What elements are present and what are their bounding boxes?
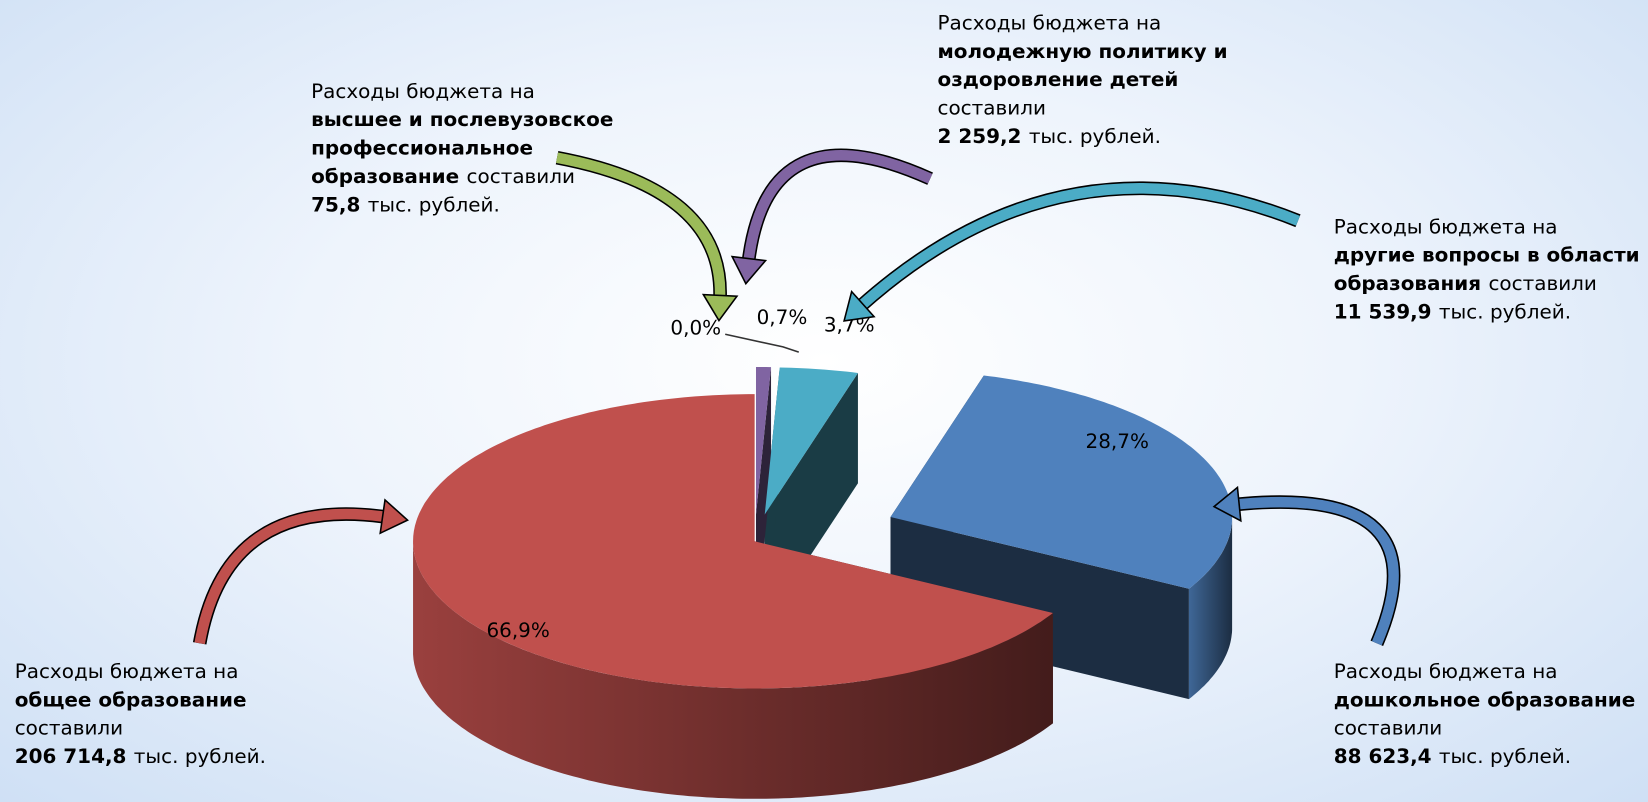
callout-text: тыс. рублей. — [134, 744, 266, 768]
arrow — [743, 150, 933, 264]
callout-line: Расходы бюджета на — [1334, 659, 1558, 683]
callout-bold: другие вопросы в области — [1334, 243, 1640, 267]
value-label: 28,7% — [1086, 429, 1149, 453]
leader-line — [725, 333, 800, 353]
callout-line: 2 259,2 тыс. рублей. — [938, 124, 1161, 148]
callout-bold: 2 259,2 — [938, 124, 1022, 148]
arrow — [556, 152, 726, 300]
callout-text: тыс. рублей. — [1029, 124, 1161, 148]
callout-line: составили — [15, 716, 123, 740]
callout-line: образование составили — [311, 164, 575, 188]
callout-line: молодежную политику и — [938, 39, 1228, 63]
callout-bold: 75,8 — [311, 192, 360, 216]
slice-side — [1188, 517, 1233, 700]
callout-bold: 206 714,8 — [15, 744, 127, 768]
value-label: 66,9% — [486, 618, 549, 642]
arrow-head — [730, 255, 768, 286]
arrow-outline — [855, 181, 1301, 313]
callout-bold: 11 539,9 — [1334, 299, 1432, 323]
callout-line: составили — [1334, 716, 1442, 740]
slice — [890, 375, 1233, 589]
callout-line: дошкольное образование — [1334, 687, 1636, 711]
callout-bold: профессиональное — [311, 136, 533, 160]
callout-bold: образование — [311, 164, 459, 188]
callout-bold: молодежную политику и — [938, 39, 1228, 63]
callout-text: составили — [1334, 716, 1442, 740]
value-label: 0,0% — [670, 316, 721, 340]
callout-bold: высшее и послевузовское — [311, 107, 613, 131]
callout-text: Расходы бюджета на — [1334, 659, 1558, 683]
slice-side — [413, 541, 1053, 799]
arrow — [194, 508, 388, 645]
callout-line: Расходы бюджета на — [15, 659, 239, 683]
callout-bold: образования — [1334, 271, 1481, 295]
callout-bold: 88 623,4 — [1334, 744, 1432, 768]
slice-inner-side — [890, 517, 1189, 700]
callout-text: составили — [1488, 271, 1596, 295]
callout-text: Расходы бюджета на — [311, 79, 535, 103]
value-label: 0,7% — [757, 305, 808, 329]
callout-line: оздоровление детей — [938, 67, 1179, 91]
callout-text: составили — [467, 164, 575, 188]
arrow-head — [843, 289, 876, 322]
arrow-head — [1212, 485, 1242, 523]
callout-text: составили — [15, 716, 123, 740]
callout-bold: общее образование — [15, 687, 247, 711]
callout-line: 11 539,9 тыс. рублей. — [1334, 299, 1571, 323]
slice — [764, 367, 858, 515]
callout-text: Расходы бюджета на — [938, 10, 1162, 34]
callout-line: общее образование — [15, 687, 247, 711]
arrow-head — [701, 293, 739, 322]
callout-line: другие вопросы в области — [1334, 243, 1640, 267]
callout-line: 75,8 тыс. рублей. — [311, 192, 500, 216]
callout-line: высшее и послевузовское — [311, 107, 613, 131]
callout-line: Расходы бюджета на — [938, 10, 1162, 34]
arrow-head — [379, 498, 409, 535]
callout-text: составили — [938, 96, 1046, 120]
callout-line: 206 714,8 тыс. рублей. — [15, 744, 266, 768]
callout-line: образования составили — [1334, 271, 1597, 295]
slice — [413, 394, 1053, 689]
callout-bold: оздоровление детей — [938, 67, 1179, 91]
callout-text: Расходы бюджета на — [15, 659, 239, 683]
callout-bold: дошкольное образование — [1334, 687, 1636, 711]
callout-line: 88 623,4 тыс. рублей. — [1334, 744, 1571, 768]
callout-line: Расходы бюджета на — [311, 79, 535, 103]
callout-text: тыс. рублей. — [1439, 744, 1571, 768]
callout-line: составили — [938, 96, 1046, 120]
arrow — [1234, 496, 1399, 646]
callout-line: профессиональное — [311, 136, 533, 160]
callout-text: тыс. рублей. — [368, 192, 500, 216]
callout-text: тыс. рублей. — [1439, 299, 1571, 323]
arrow — [856, 183, 1300, 311]
callout-line: Расходы бюджета на — [1334, 214, 1558, 238]
callout-text: Расходы бюджета на — [1334, 214, 1558, 238]
slice — [755, 367, 772, 515]
